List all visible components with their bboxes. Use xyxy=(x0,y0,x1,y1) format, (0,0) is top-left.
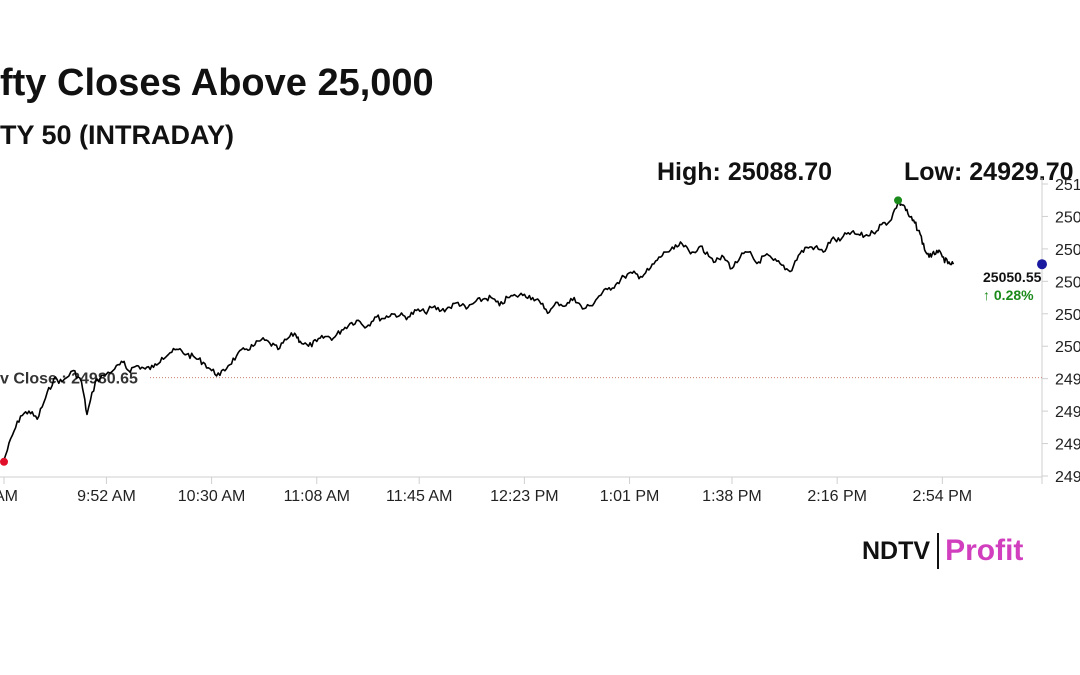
x-tick-label: 11:45 AM xyxy=(386,488,452,505)
high-marker xyxy=(894,196,903,205)
logo-profit-text: Profit xyxy=(945,534,1024,567)
low-marker xyxy=(0,457,8,466)
logo-ndtv-text: NDTV xyxy=(862,536,931,565)
price-series-line xyxy=(3,200,955,461)
last-price-marker xyxy=(1037,259,1047,270)
y-tick-label: 250 xyxy=(1055,339,1080,356)
y-tick-label: 249 xyxy=(1055,469,1080,486)
chart-subtitle: TY 50 (INTRADAY) xyxy=(0,120,235,150)
y-tick-label: 249 xyxy=(1055,437,1080,454)
chart-title: fty Closes Above 25,000 xyxy=(0,62,434,104)
y-tick-label: 250 xyxy=(1055,242,1080,259)
x-tick-label: 2:54 PM xyxy=(913,488,973,505)
y-tick-label: 251 xyxy=(1055,177,1080,194)
logo-divider xyxy=(937,533,940,569)
y-tick-label: 250 xyxy=(1055,209,1080,226)
x-tick-label: 10:30 AM xyxy=(178,488,246,505)
x-tick-label: AM xyxy=(0,488,18,505)
x-tick-label: 9:52 AM xyxy=(77,488,136,505)
last-price-label: 25050.55 xyxy=(983,269,1042,285)
y-tick-label: 250 xyxy=(1055,307,1080,324)
y-tick-label: 250 xyxy=(1055,274,1080,291)
change-percent-label: ↑ 0.28% xyxy=(983,287,1034,303)
x-tick-label: 2:16 PM xyxy=(807,488,867,505)
low-value-label: Low: 24929.70 xyxy=(904,158,1074,186)
x-tick-label: 1:38 PM xyxy=(702,488,762,505)
y-tick-label: 249 xyxy=(1055,372,1080,389)
x-tick-label: 11:08 AM xyxy=(284,488,350,505)
x-tick-label: 1:01 PM xyxy=(600,488,660,505)
y-tick-label: 249 xyxy=(1055,404,1080,421)
prev-close-label: v Close : 24980.65 xyxy=(0,371,138,388)
ndtv-profit-logo: NDTV Profit xyxy=(862,530,1023,572)
x-tick-label: 12:23 PM xyxy=(490,488,558,505)
high-value-label: High: 25088.70 xyxy=(657,158,833,186)
